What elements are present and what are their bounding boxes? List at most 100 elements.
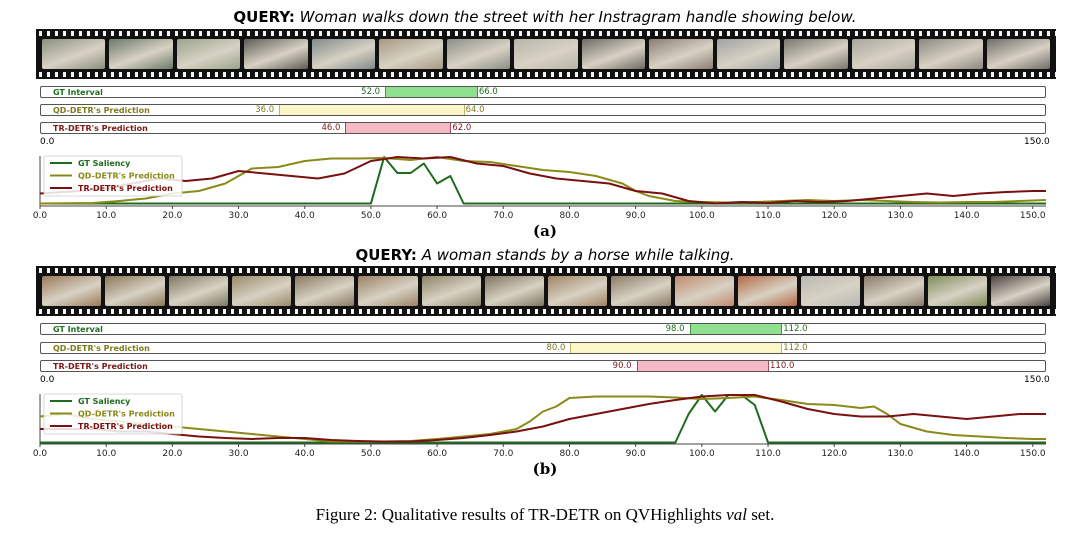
series-line-qd-detr-s-prediction (39, 395, 1046, 443)
interval-segment (689, 324, 783, 334)
film-frame (674, 276, 734, 306)
x-tick-label: 110.0 (755, 211, 781, 221)
x-tick-label: 60.0 (427, 211, 447, 221)
tr-detr-prediction-bar-a: TR-DETR's Prediction 46.0 62.0 (40, 122, 1046, 134)
film-perforation-top (36, 31, 1056, 36)
x-tick-label: 80.0 (559, 211, 579, 221)
interval-segment (345, 123, 452, 133)
film-frame (446, 39, 511, 69)
film-frame (716, 39, 781, 69)
qd-detr-prediction-bar-b: QD-DETR's Prediction 80.0 112.0 (40, 342, 1046, 354)
x-tick-label: 20.0 (162, 449, 182, 459)
film-frame (109, 39, 173, 69)
x-tick-label: 150.0 (1020, 211, 1046, 221)
x-tick-label: 140.0 (954, 449, 980, 459)
film-frame (42, 276, 102, 306)
interval-segment (279, 105, 465, 115)
legend-label: QD-DETR's Prediction (78, 172, 175, 181)
legend-box (43, 155, 183, 197)
film-frame (358, 276, 418, 306)
film-frame (168, 276, 228, 306)
caption-italic: val (726, 505, 747, 524)
interval-segment (385, 87, 478, 97)
x-tick-label: 90.0 (626, 449, 646, 459)
bar-label: QD-DETR's Prediction (53, 106, 150, 115)
query-title-a: QUERY: Woman walks down the street with … (0, 8, 1090, 26)
film-perforation-top (36, 268, 1056, 273)
timeline-max-label-a: 150.0 (1024, 137, 1050, 147)
film-frame (514, 39, 578, 69)
interval-end-label: 66.0 (478, 87, 498, 97)
interval-end-label: 62.0 (452, 123, 472, 133)
query-title-b: QUERY: A woman stands by a horse while t… (0, 246, 1090, 264)
legend-label: GT Saliency (78, 159, 131, 168)
x-tick-label: 90.0 (626, 211, 646, 221)
interval-start-label: 80.0 (546, 343, 566, 353)
x-tick-label: 150.0 (1020, 449, 1046, 459)
film-frame (176, 39, 241, 69)
interval-end-label: 112.0 (783, 324, 808, 334)
series-line-tr-detr-s-prediction (39, 156, 1046, 205)
x-tick-label: 20.0 (162, 211, 182, 221)
x-tick-label: 70.0 (493, 211, 513, 221)
interval-start-label: 46.0 (321, 123, 341, 133)
series-line-gt-saliency (40, 156, 1046, 205)
x-tick-label: 10.0 (96, 449, 116, 459)
interval-end-label: 110.0 (770, 361, 795, 371)
figure-caption: Figure 2: Qualitative results of TR-DETR… (0, 505, 1090, 525)
x-tick-label: 50.0 (361, 211, 381, 221)
interval-start-label: 90.0 (612, 361, 632, 371)
tr-detr-prediction-bar-b: TR-DETR's Prediction 90.0 110.0 (40, 360, 1046, 372)
gt-interval-bar-a: GT Interval 52.0 66.0 (40, 86, 1046, 98)
x-tick-label: 30.0 (229, 211, 249, 221)
bar-label: TR-DETR's Prediction (53, 362, 148, 371)
legend: GT Saliency QD-DETR's Prediction TR-DETR's… (43, 155, 183, 197)
film-frame (864, 276, 924, 306)
film-frame (611, 276, 671, 306)
filmstrip-b (36, 266, 1056, 316)
timeline-max-label-b: 150.0 (1024, 375, 1050, 385)
interval-end-label: 64.0 (465, 105, 485, 115)
interval-start-label: 98.0 (665, 324, 685, 334)
film-frame (801, 276, 861, 306)
bar-label: TR-DETR's Prediction (53, 124, 148, 133)
legend-label: TR-DETR's Prediction (78, 184, 173, 193)
x-tick-label: 140.0 (954, 211, 980, 221)
legend-label: QD-DETR's Prediction (78, 410, 175, 419)
interval-start-label: 36.0 (255, 105, 275, 115)
x-tick-label: 50.0 (361, 449, 381, 459)
film-frame (311, 39, 376, 69)
interval-segment (636, 361, 770, 371)
film-perforation-bottom (36, 72, 1056, 77)
bar-label: GT Interval (53, 325, 103, 334)
film-frame (421, 276, 481, 306)
x-tick-label: 110.0 (755, 449, 781, 459)
x-tick-label: 120.0 (821, 211, 847, 221)
film-frame (919, 39, 983, 69)
caption-suffix: set. (746, 505, 775, 524)
film-frame (784, 39, 848, 69)
gt-interval-bar-b: GT Interval 98.0 112.0 (40, 323, 1046, 335)
film-frame (990, 276, 1050, 306)
x-tick-label: 40.0 (295, 449, 315, 459)
x-tick-label: 120.0 (821, 449, 847, 459)
x-tick-label: 130.0 (888, 211, 914, 221)
saliency-chart-b: 0.0 10.0 20.0 30.0 40.0 50.0 60.0 70.0 80.0 90.0 1… (33, 393, 1046, 459)
bar-label: GT Interval (53, 88, 103, 97)
film-frame (581, 39, 646, 69)
x-tick-label: 80.0 (559, 449, 579, 459)
timeline-min-label-a: 0.0 (40, 137, 55, 147)
legend-label: GT Saliency (78, 397, 131, 406)
series-line-qd-detr-s-prediction (39, 156, 1047, 205)
interval-start-label: 52.0 (361, 87, 381, 97)
filmstrip-a (36, 29, 1056, 79)
legend-label: TR-DETR's Prediction (78, 422, 173, 431)
film-frame (295, 276, 355, 306)
timeline-min-label-b: 0.0 (40, 375, 55, 385)
query-text-b: A woman stands by a horse while talking. (421, 246, 735, 264)
bar-label: QD-DETR's Prediction (53, 344, 150, 353)
film-frame (42, 39, 106, 69)
legend-box (43, 393, 183, 435)
x-tick-label: 130.0 (888, 449, 914, 459)
interval-segment (570, 343, 783, 353)
